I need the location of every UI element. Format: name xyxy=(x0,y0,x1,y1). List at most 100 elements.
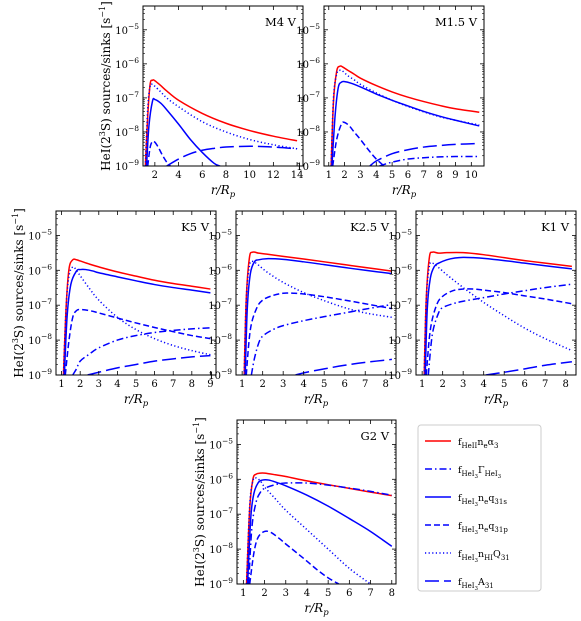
x-tick-label: 4 xyxy=(304,588,310,599)
series-line-dashdot xyxy=(72,327,211,375)
y-tick-label: 10−6 xyxy=(115,56,139,71)
plot-frame xyxy=(235,210,397,376)
y-tick-label: 10−9 xyxy=(388,367,412,382)
x-axis-label: r/Rp xyxy=(304,392,329,409)
legend-entry-label: fHeI3A31 xyxy=(458,577,494,592)
series-line-dashdot xyxy=(250,303,393,375)
series-line-dashdot xyxy=(379,155,480,166)
y-tick-label: 10−9 xyxy=(208,367,232,382)
x-tick-label: 5 xyxy=(133,379,139,390)
x-tick-label: 8 xyxy=(223,170,229,181)
panel-m1-5-v: 1 2 3 4 5 6 7 8 9 10 10−9 10−8 10−7 10−6 10−5 M1.5 V r/R… xyxy=(296,5,485,200)
series-line-longdash xyxy=(295,358,392,375)
x-tick-label: 5 xyxy=(389,170,395,181)
y-tick-label: 10−8 xyxy=(209,541,233,556)
x-tick-label: 2 xyxy=(341,170,347,181)
x-tick-label: 3 xyxy=(460,379,466,390)
y-tick-label: 10−6 xyxy=(209,471,233,486)
x-tick-label: 6 xyxy=(346,588,352,599)
legend-frame xyxy=(417,424,542,592)
panel-k2-5-v: 1 2 3 4 5 6 7 8 10−9 10−8 10−7 10−6 10−5 K2.5 V r/Rp xyxy=(208,210,397,409)
x-tick-label: 6 xyxy=(522,379,528,390)
x-tick-label: 1 xyxy=(326,170,332,181)
series-line-solid xyxy=(245,472,392,584)
y-tick-label: 10−5 xyxy=(28,227,52,242)
x-tick-label: 9 xyxy=(207,379,213,390)
series-line-dashed xyxy=(146,140,171,166)
x-tick-label: 7 xyxy=(542,379,548,390)
series-line-solid xyxy=(244,257,392,375)
panel-title: K5 V xyxy=(181,220,210,234)
series-line-dashdot xyxy=(427,283,572,375)
x-tick-label: 8 xyxy=(189,379,195,390)
y-tick-label: 10−5 xyxy=(388,227,412,242)
series-line-longdash xyxy=(369,142,480,166)
y-tick-label: 10−6 xyxy=(28,262,52,277)
series-line-longdash xyxy=(87,354,211,375)
x-tick-label: 1 xyxy=(419,379,425,390)
legend-entry-label: fHeI3neq31p xyxy=(458,521,508,536)
x-tick-label: 7 xyxy=(421,170,427,181)
y-tick-label: 10−9 xyxy=(209,576,233,591)
series-line-solid xyxy=(145,97,221,166)
x-tick-label: 1 xyxy=(58,379,64,390)
series-line-dashed xyxy=(331,121,385,166)
x-tick-label: 14 xyxy=(291,170,304,181)
plot-frame xyxy=(323,5,485,167)
panel-g2-v: 1 2 3 4 5 6 7 8 10−9 10−8 10−7 10−6 10−5 G2 V r/Rp HeI(… xyxy=(192,417,397,618)
x-tick-label: 4 xyxy=(481,379,487,390)
series-line-dotted xyxy=(245,476,372,584)
x-tick-label: 4 xyxy=(301,379,307,390)
y-tick-label: 10−8 xyxy=(296,124,320,139)
y-tick-label: 10−7 xyxy=(115,90,139,105)
x-tick-label: 12 xyxy=(267,170,280,181)
x-tick-label: 9 xyxy=(452,170,458,181)
series-line-dotted xyxy=(62,266,211,375)
legend-entry-label: fHeI3nHIQ31 xyxy=(458,549,510,564)
x-tick-label: 4 xyxy=(373,170,379,181)
x-tick-label: 4 xyxy=(175,170,181,181)
x-tick-label: 7 xyxy=(170,379,176,390)
series-line-dotted xyxy=(423,261,573,375)
y-tick-label: 10−9 xyxy=(28,367,52,382)
x-tick-label: 2 xyxy=(259,379,265,390)
series-line-dashed xyxy=(248,530,340,584)
x-tick-label: 7 xyxy=(367,588,373,599)
series-line-solid xyxy=(423,251,572,375)
plot-frame xyxy=(236,419,397,585)
series-line-solid xyxy=(243,251,392,375)
legend-entry-label: fHeI3ΓHeI3 xyxy=(458,465,502,480)
x-tick-label: 6 xyxy=(342,379,348,390)
plot-frame xyxy=(415,210,577,376)
y-tick-label: 10−9 xyxy=(115,158,139,173)
x-tick-label: 5 xyxy=(501,379,507,390)
series-line-dotted xyxy=(144,83,298,166)
y-tick-label: 10−8 xyxy=(28,332,52,347)
x-tick-label: 2 xyxy=(77,379,83,390)
panel-k1-v: 1 2 3 4 5 6 7 8 10−9 10−8 10−7 10−6 10−5 K1 V r/Rp xyxy=(388,210,577,409)
y-tick-label: 10−7 xyxy=(28,297,52,312)
y-tick-label: 10−5 xyxy=(208,227,232,242)
x-tick-label: 2 xyxy=(152,170,158,181)
panel-title: G2 V xyxy=(361,429,390,443)
x-tick-label: 1 xyxy=(239,379,245,390)
series-line-solid xyxy=(330,65,480,166)
x-tick-label: 8 xyxy=(436,170,442,181)
plot-frame xyxy=(142,5,304,167)
y-tick-label: 10−5 xyxy=(209,436,233,451)
x-tick-label: 2 xyxy=(261,588,267,599)
x-axis-label: r/Rp xyxy=(211,183,236,200)
x-tick-label: 10 xyxy=(243,170,256,181)
legend-entry-label: fHeIIneα3 xyxy=(458,437,498,450)
series-line-solid xyxy=(63,268,211,375)
legend: fHeIIneα3 fHeI3ΓHeI3 fHeI3neq31s fHeI3neq31… xyxy=(417,424,542,592)
x-tick-label: 5 xyxy=(321,379,327,390)
y-tick-label: 10−8 xyxy=(388,332,412,347)
series-line-dotted xyxy=(330,69,480,166)
panel-title: M4 V xyxy=(265,15,297,29)
x-tick-label: 8 xyxy=(563,379,569,390)
y-axis-label: HeI(23S) sources/sinks [s−1] xyxy=(192,417,207,587)
x-tick-label: 3 xyxy=(357,170,363,181)
y-tick-label: 10−7 xyxy=(296,90,320,105)
